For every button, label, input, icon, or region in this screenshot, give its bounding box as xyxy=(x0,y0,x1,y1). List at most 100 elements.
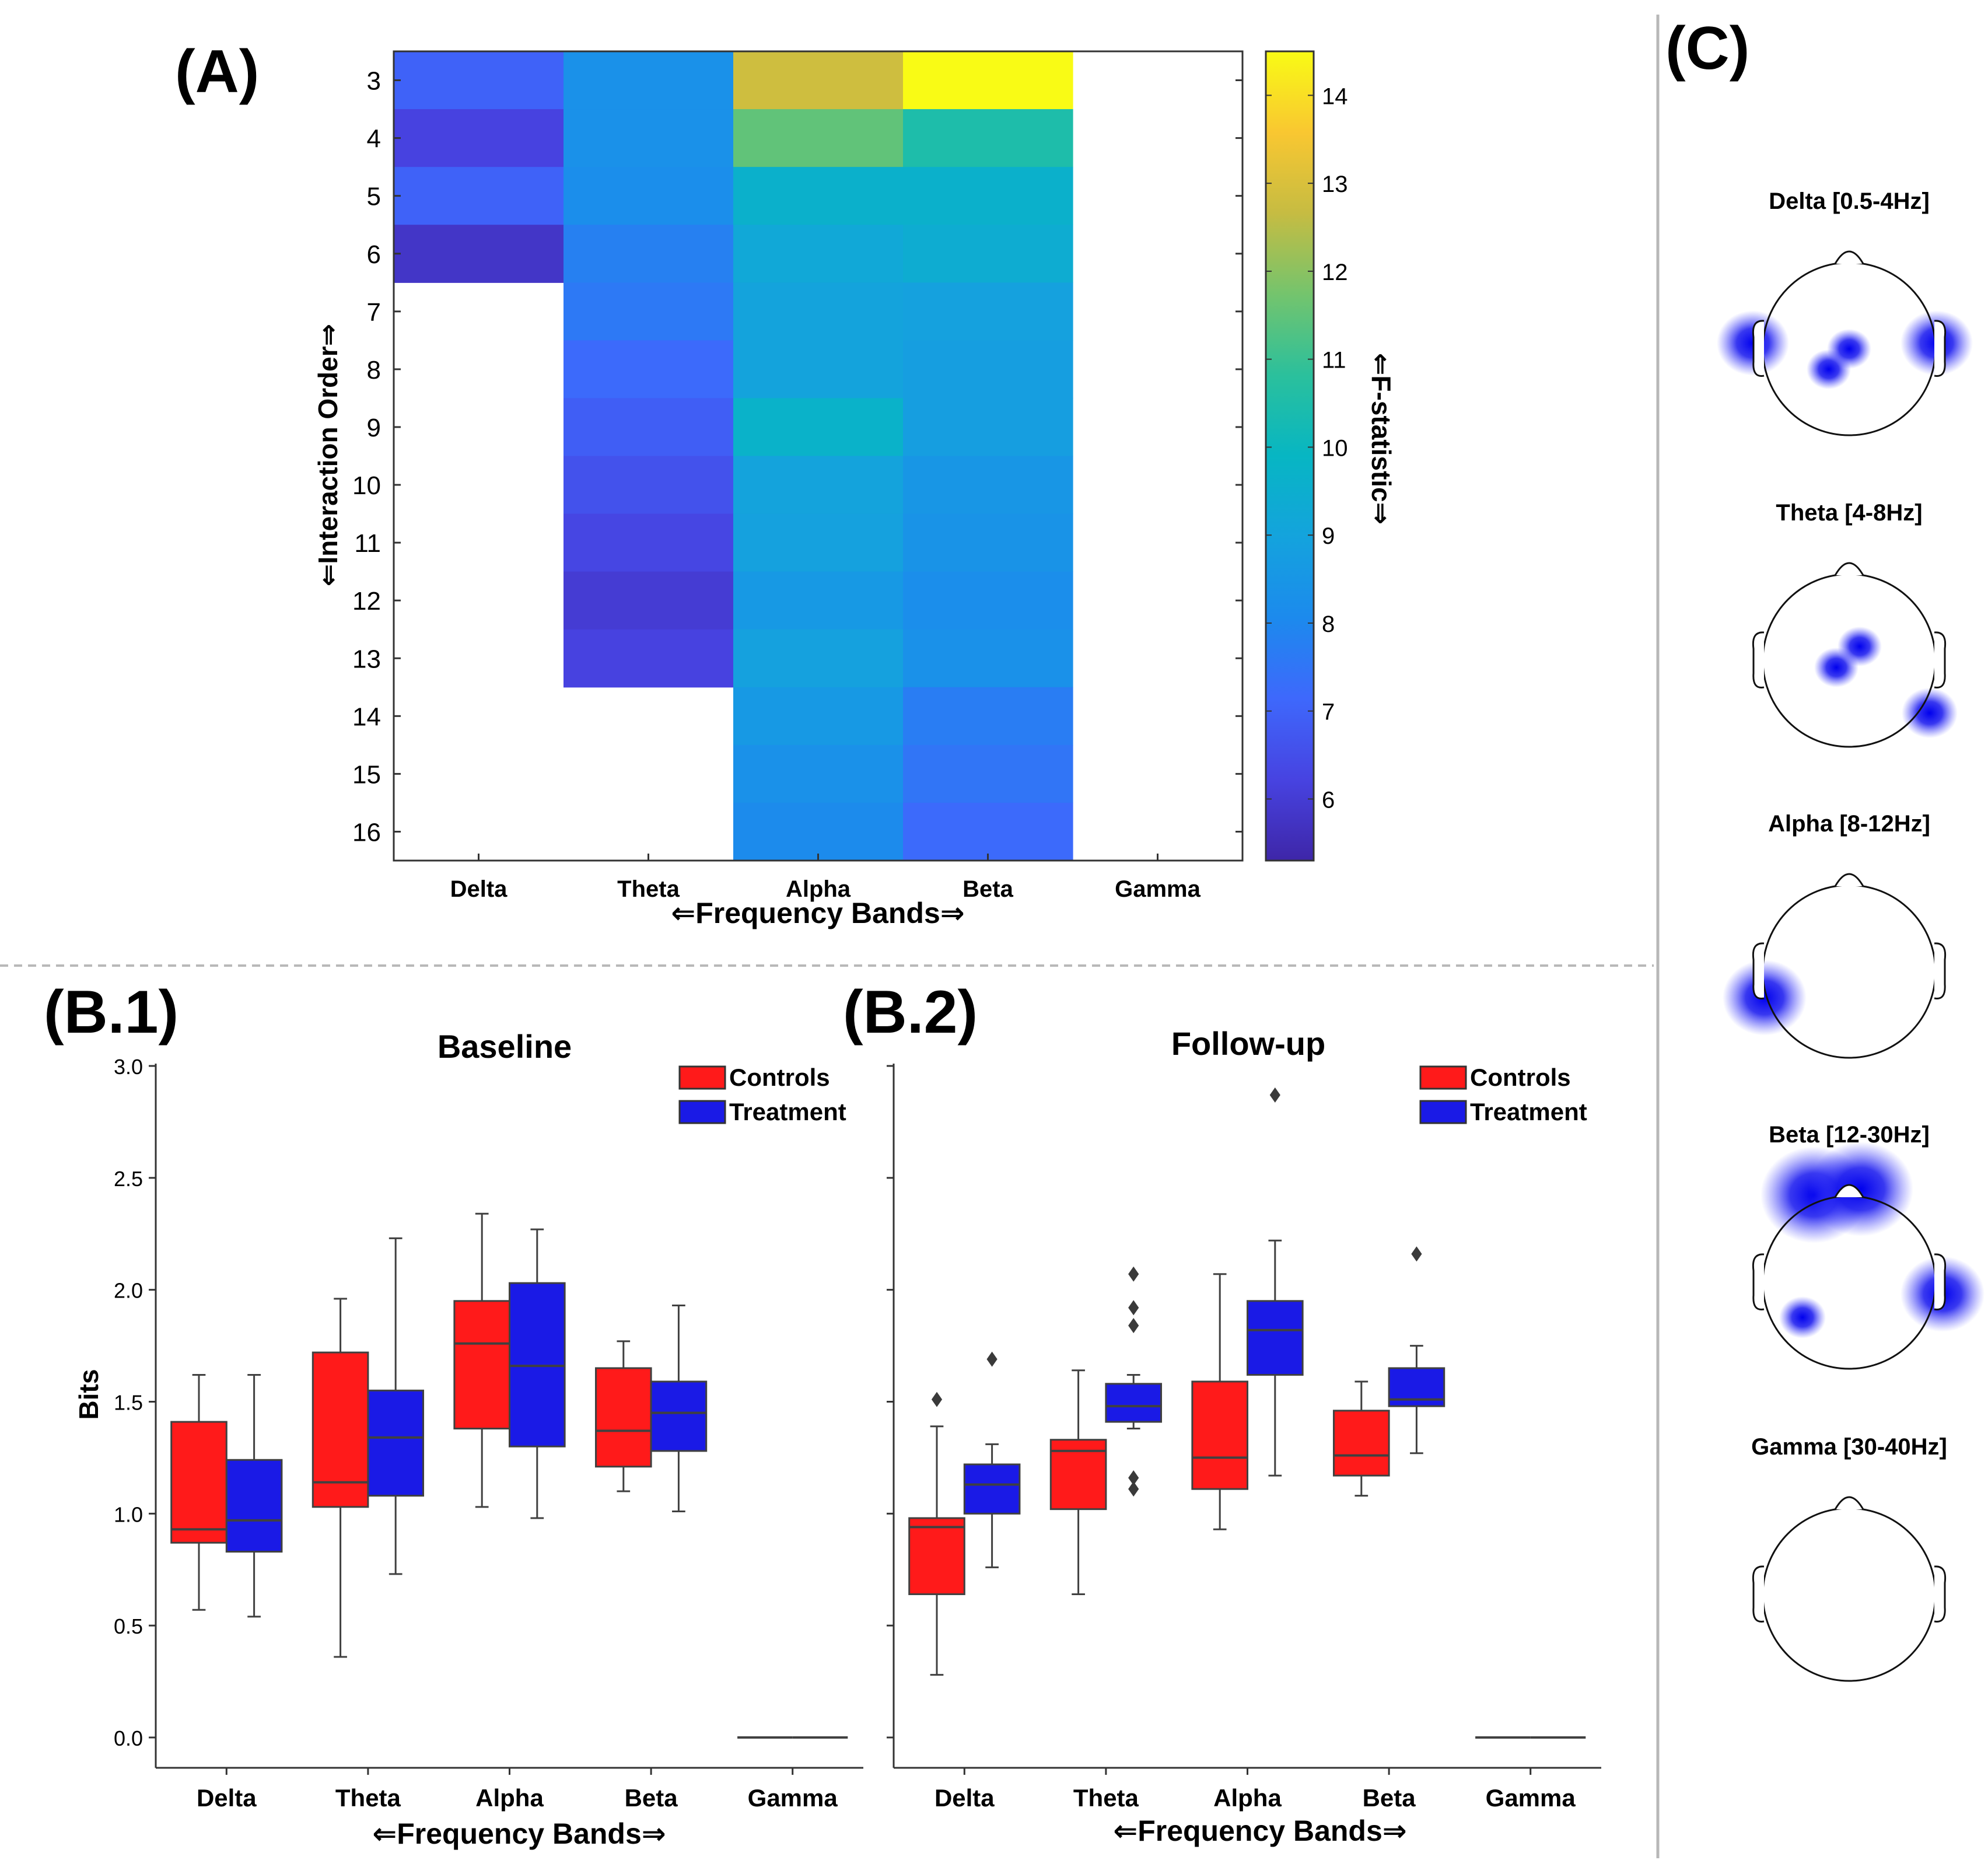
heatmap-cell xyxy=(733,456,904,515)
ear-left xyxy=(1752,631,1765,688)
x-tick-label: Theta xyxy=(335,1784,401,1812)
nose xyxy=(1834,250,1864,264)
heatmap-y-tick-label: 15 xyxy=(352,760,381,789)
heatmap-cell xyxy=(733,167,904,225)
box-treatment xyxy=(1105,1383,1163,1423)
colorbar-tick-label: 12 xyxy=(1322,260,1348,285)
colorbar-label: ⇐F-statistic⇒ xyxy=(1366,353,1396,525)
nose xyxy=(1834,562,1864,576)
box-controls xyxy=(453,1300,510,1430)
activation-spot xyxy=(1902,687,1958,739)
heatmap-y-tick-label: 5 xyxy=(367,183,381,211)
y-tick-label: 1.5 xyxy=(114,1391,143,1415)
legend-controls-swatch xyxy=(1419,1065,1467,1090)
topoplot-beta: Beta [12-30Hz] xyxy=(1752,1122,1985,1370)
heatmap-y-tick-label: 4 xyxy=(367,125,381,153)
legend-treatment-swatch xyxy=(678,1100,726,1124)
colorbar-ticks: 6 7 8 9 10 11 12 13 14 xyxy=(1266,83,1348,813)
y-tick-label: 2.0 xyxy=(114,1279,143,1303)
baseline-y-axis-label: Bits xyxy=(74,1369,104,1420)
colorbar-tick-label: 8 xyxy=(1322,611,1335,637)
heatmap-y-ticks: 3 4 5 6 7 8 9 10 11 12 13 14 15 16 xyxy=(352,67,1242,847)
y-tick-label: 2.5 xyxy=(114,1167,143,1191)
legend-controls-swatch xyxy=(678,1065,726,1090)
y-tick-label: 1.0 xyxy=(114,1502,143,1526)
heatmap-y-axis-label: ⇐Interaction Order⇒ xyxy=(313,324,343,586)
outlier-point xyxy=(931,1391,943,1407)
ear-right xyxy=(1934,1253,1947,1310)
box-treatment xyxy=(963,1463,1021,1515)
followup-x-axis-label: ⇐Frequency Bands⇒ xyxy=(1113,1814,1406,1847)
heatmap-cell xyxy=(394,225,564,283)
ear-left xyxy=(1752,320,1765,377)
heatmap-x-tick-label: Beta xyxy=(963,876,1013,902)
nose xyxy=(1834,1184,1864,1198)
topoplot-theta: Theta [4-8Hz] xyxy=(1752,500,1958,748)
heatmap-cell xyxy=(394,51,564,110)
activation-spot xyxy=(1779,1296,1826,1338)
heatmap-y-tick-label: 8 xyxy=(367,356,381,384)
heatmap-cell xyxy=(733,687,904,746)
y-tick-label: 0.0 xyxy=(114,1726,143,1750)
topoplot-alpha: Alpha [8-12Hz] xyxy=(1723,811,1947,1059)
box-controls xyxy=(1191,1380,1248,1490)
heatmap-cell xyxy=(564,340,734,399)
heatmap-y-tick-label: 14 xyxy=(352,702,381,731)
x-tick-label: Alpha xyxy=(475,1784,544,1812)
heatmap-cell xyxy=(564,225,734,283)
colorbar-tick-label: 10 xyxy=(1322,435,1348,461)
heatmap-cell xyxy=(394,109,564,167)
x-tick-label: Alpha xyxy=(1213,1784,1282,1812)
activation-spot xyxy=(1808,1142,1913,1236)
outlier-point xyxy=(1128,1300,1139,1316)
heatmap-y-tick-label: 9 xyxy=(367,414,381,442)
head-outline xyxy=(1762,1507,1937,1682)
x-tick-label: Theta xyxy=(1073,1784,1139,1812)
heatmap-cell xyxy=(733,629,904,688)
box-controls xyxy=(1332,1410,1390,1477)
topoplot-delta: Delta [0.5-4Hz] xyxy=(1717,188,1973,436)
heatmap-cell xyxy=(733,398,904,457)
topoplot-panel: Delta [0.5-4Hz] Theta [4-8Hz] Alpha [8-12H… xyxy=(1717,188,1985,1682)
heatmap-cell xyxy=(903,340,1073,399)
heatmap-cell xyxy=(903,167,1073,225)
x-tick-label: Beta xyxy=(1363,1784,1416,1812)
x-tick-label: Gamma xyxy=(748,1784,838,1812)
outlier-point xyxy=(1128,1470,1139,1485)
heatmap-cell xyxy=(903,629,1073,688)
heatmap-cell xyxy=(564,513,734,572)
heatmap-cell xyxy=(564,571,734,630)
panel-label-c: (C) xyxy=(1665,15,1749,82)
heatmap-y-tick-label: 10 xyxy=(352,471,381,500)
x-tick-label: Gamma xyxy=(1486,1784,1576,1812)
activation-spot xyxy=(1838,626,1882,667)
heatmap-cell xyxy=(733,282,904,341)
heatmap-cell xyxy=(903,225,1073,283)
heatmap-panel: 3 4 5 6 7 8 9 10 11 12 13 14 15 16 Delta Theta Alpha Bet… xyxy=(313,50,1396,929)
colorbar xyxy=(1265,50,1315,862)
nose xyxy=(1834,873,1864,887)
colorbar-tick-label: 13 xyxy=(1322,172,1348,197)
colorbar-tick-label: 11 xyxy=(1322,348,1346,373)
topoplot-title: Theta [4-8Hz] xyxy=(1776,500,1922,526)
ear-left xyxy=(1752,1253,1765,1310)
heatmap-cell xyxy=(564,398,734,457)
heatmap-y-tick-label: 13 xyxy=(352,645,381,673)
heatmap-cell xyxy=(903,687,1073,746)
outlier-point xyxy=(1128,1318,1139,1334)
heatmap-cell xyxy=(733,802,904,861)
heatmap-cell xyxy=(564,51,734,110)
heatmap-x-ticks: Delta Theta Alpha Beta Gamma xyxy=(450,854,1201,902)
ear-left xyxy=(1752,942,1765,999)
heatmap-cell xyxy=(564,167,734,225)
topoplot-title: Alpha [8-12Hz] xyxy=(1768,811,1930,837)
baseline-title: Baseline xyxy=(438,1028,572,1065)
outlier-point xyxy=(1128,1481,1139,1497)
box-controls xyxy=(908,1517,965,1595)
heatmap-cell xyxy=(733,51,904,110)
heatmap-x-tick-label: Gamma xyxy=(1115,876,1200,902)
baseline-x-axis-label: ⇐Frequency Bands⇒ xyxy=(372,1817,666,1850)
box-controls xyxy=(312,1351,369,1508)
ear-left xyxy=(1752,1565,1765,1623)
colorbar-tick-label: 9 xyxy=(1322,523,1335,549)
